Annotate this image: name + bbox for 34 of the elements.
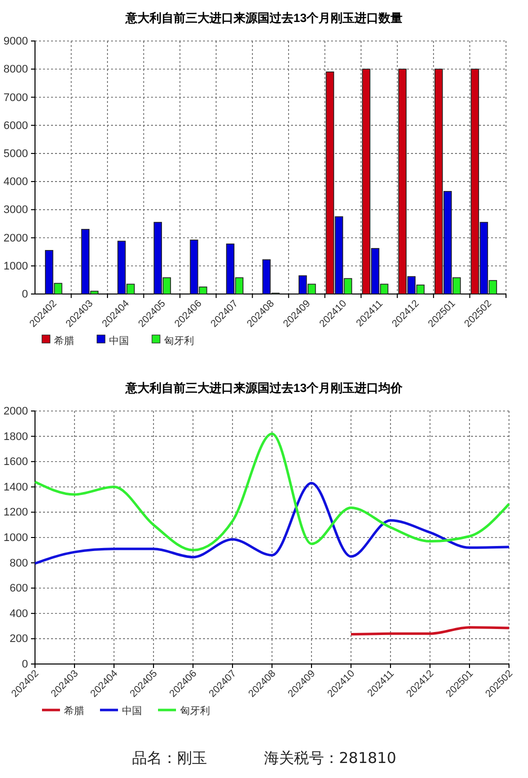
y-tick-label: 2000 bbox=[4, 232, 28, 244]
line-series bbox=[34, 482, 510, 565]
text: 海关税号：281810 bbox=[264, 749, 396, 767]
legend-label: 匈牙利 bbox=[180, 705, 210, 717]
y-tick-label: 600 bbox=[10, 582, 28, 595]
y-tick-label: 1600 bbox=[4, 456, 28, 468]
y-tick-label: 5000 bbox=[4, 148, 28, 160]
y-tick-label: 4000 bbox=[4, 176, 28, 188]
legend-label: 中国 bbox=[109, 335, 129, 347]
y-tick-label: 8000 bbox=[4, 64, 28, 76]
y-tick-label: 6000 bbox=[4, 120, 28, 132]
legend-label: 中国 bbox=[122, 705, 142, 717]
y-tick-label: 1200 bbox=[4, 506, 28, 519]
chart-title: 意大利自前三大进口来源国过去13个月刚玉进口数量 bbox=[124, 11, 403, 25]
legend-label: 希腊 bbox=[64, 705, 84, 717]
y-tick-label: 200 bbox=[10, 633, 28, 646]
y-tick-label: 2000 bbox=[4, 406, 28, 418]
y-tick-label: 3000 bbox=[4, 204, 28, 216]
chart-title: 意大利自前三大进口来源国过去13个月刚玉进口均价 bbox=[124, 381, 404, 395]
line-series bbox=[34, 432, 510, 552]
legend-label: 匈牙利 bbox=[164, 335, 194, 347]
y-tick-label: 1000 bbox=[4, 260, 28, 272]
y-tick-label: 1000 bbox=[4, 532, 28, 544]
y-tick-label: 400 bbox=[10, 608, 28, 620]
y-tick-label: 0 bbox=[22, 288, 28, 301]
y-tick-label: 0 bbox=[22, 658, 28, 671]
y-tick-label: 9000 bbox=[4, 36, 28, 48]
y-tick-label: 7000 bbox=[4, 92, 28, 104]
y-tick-label: 1400 bbox=[4, 481, 28, 494]
text: 品名：刚玉 bbox=[132, 749, 207, 767]
y-tick-label: 1800 bbox=[4, 430, 28, 443]
y-tick-label: 800 bbox=[10, 557, 28, 570]
line-series bbox=[350, 626, 510, 636]
legend-label: 希腊 bbox=[54, 335, 74, 347]
